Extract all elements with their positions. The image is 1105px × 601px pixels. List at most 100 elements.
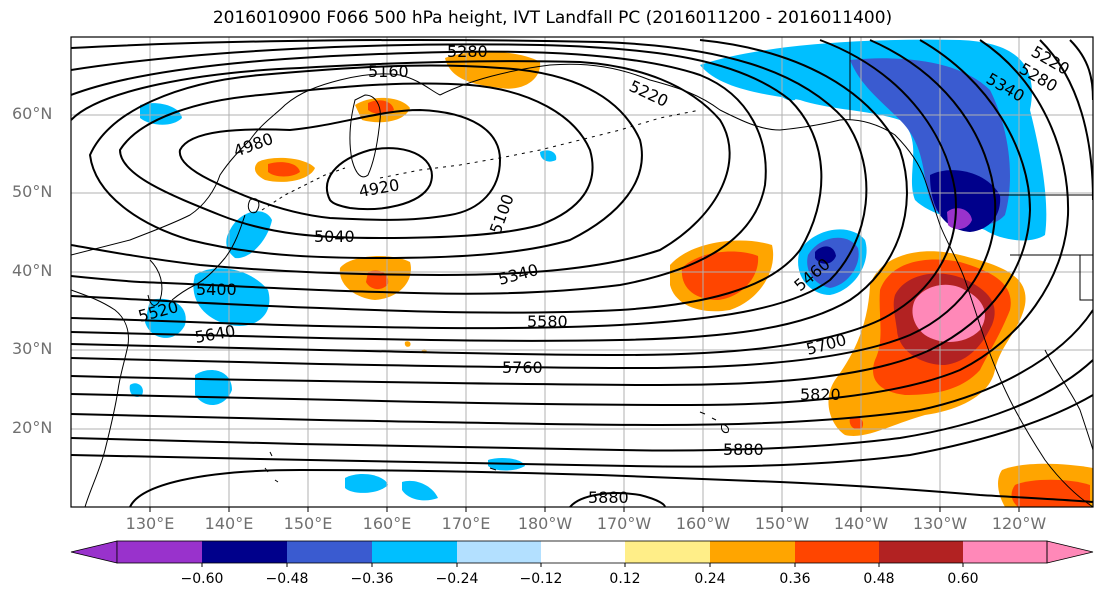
colorbar-tick-label: −0.48 (265, 571, 309, 587)
ivt-blob-north-2 (540, 150, 557, 162)
ivt-negative-shading (129, 39, 1047, 501)
coast-kamchatka (349, 94, 381, 178)
contour-5880-west (129, 468, 1093, 507)
colorbar-tick-label: 0.60 (947, 571, 979, 587)
ivt-blob-japan-1 (226, 211, 272, 259)
contour-label: 5820 (800, 385, 841, 404)
colorbar-extend-high (1046, 540, 1094, 564)
ivt-blob-160w-inner (681, 251, 759, 300)
colorbar-bin (879, 541, 963, 563)
lon-label: 130°W (912, 514, 968, 533)
contour-labels: 5280 5160 5220 5280 5340 5220 4980 4920 … (136, 42, 1073, 507)
lon-label: 180°W (517, 514, 573, 533)
contour-5700 (71, 39, 1093, 427)
ivt-blob-se-inner (1011, 479, 1090, 507)
ivt-blob-gulf-alaska-min (947, 208, 972, 230)
contour-5400 (71, 39, 908, 342)
contour-4920 (325, 147, 433, 211)
ivt-blob-130w-coast (779, 86, 797, 101)
contour-4980 (178, 108, 502, 221)
ivt-blob-small-1 (404, 341, 411, 347)
coast-na-west (924, 179, 1093, 507)
contour-5340 (71, 39, 868, 330)
colorbar-tick-label: −0.36 (350, 571, 394, 587)
lat-label: 30°N (12, 339, 53, 358)
plot-area: 5280 5160 5220 5280 5340 5220 4980 4920 … (71, 37, 1093, 507)
contour-5280 (71, 43, 823, 314)
lon-label: 160°W (675, 514, 731, 533)
contour-5040 (118, 82, 594, 240)
contour-5220 (71, 50, 767, 295)
contour-label: 5880 (588, 488, 629, 507)
contour-5880-south (569, 492, 666, 507)
colorbar-tick-label: 0.48 (863, 571, 895, 587)
contour-5580 (71, 39, 1032, 387)
ivt-blob-140w-core (815, 246, 836, 264)
lat-label: 50°N (12, 182, 53, 201)
colorbar-tick-label: 0.24 (694, 571, 726, 587)
contour-5820 (71, 394, 1093, 468)
map-title: 2016010900 F066 500 hPa height, IVT Land… (212, 8, 893, 28)
colorbar-frame (116, 540, 1048, 564)
contour-5460 (71, 39, 957, 357)
colorbar-bin (457, 541, 541, 563)
contour-label: 5400 (196, 280, 237, 299)
coast-asia (71, 73, 441, 256)
lon-label: 140°E (204, 514, 254, 533)
colorbar-tick-label: −0.24 (435, 571, 479, 587)
ivt-blob-ne-pacific-spot (849, 416, 864, 430)
colorbar-bin (372, 541, 457, 563)
coast-alaska (439, 63, 926, 181)
lon-label: 120°W (991, 514, 1047, 533)
colorbar-bin (202, 541, 287, 563)
ivt-blob-japan-3 (145, 298, 186, 338)
coast-mexico (1044, 349, 1093, 451)
contour-5160 (71, 60, 731, 277)
colorbar-bin (710, 541, 795, 563)
colorbar-tick-label: 0.12 (609, 571, 641, 587)
contour-5520 (71, 39, 997, 370)
colorbar-bin (117, 541, 202, 563)
contour-label: 5280 (447, 42, 488, 61)
lon-label: 170°E (441, 514, 491, 533)
ivt-blob-japan-2 (193, 268, 270, 326)
lat-label: 60°N (12, 104, 53, 123)
coast-aleutians (379, 109, 701, 179)
contour-5100 (88, 64, 643, 260)
colorbar-bin (287, 541, 372, 563)
lon-label: 150°W (754, 514, 810, 533)
border-ca-us (1000, 194, 1093, 301)
lat-label: 20°N (12, 418, 53, 437)
lon-label: 170°W (596, 514, 652, 533)
contour-5640 (71, 39, 1070, 407)
contour-label: 5760 (502, 358, 543, 377)
colorbar (70, 540, 1094, 567)
colorbar-extend-low (70, 540, 118, 564)
ivt-blob-okhotsk-inner (268, 162, 300, 177)
contour-label: 5580 (527, 312, 568, 331)
colorbar-bin (795, 541, 879, 563)
colorbar-bin (963, 541, 1047, 563)
height-contours (71, 39, 1093, 507)
map-frame (70, 36, 1094, 508)
coast-hawaii (699, 411, 729, 433)
lon-ticks (149, 507, 1020, 512)
lon-label: 150°E (283, 514, 333, 533)
ivt-positive-shading (254, 51, 1093, 507)
colorbar-tick-label: −0.60 (180, 571, 224, 587)
colorbar-tick-label: −0.12 (519, 571, 563, 587)
contour-label: 5880 (723, 440, 764, 459)
colorbar-tick-label: 0.36 (779, 571, 811, 587)
contour-label: 5160 (368, 62, 409, 81)
colorbar-bin (625, 541, 710, 563)
coast-japan (171, 214, 246, 301)
ivt-blob-south-1 (345, 474, 388, 493)
contour-label: 5040 (314, 227, 355, 246)
lon-label: 140°W (833, 514, 889, 533)
lon-label: 130°E (125, 514, 175, 533)
colorbar-bin (541, 541, 625, 563)
lon-label: 160°E (362, 514, 412, 533)
ivt-blob-japan-5 (129, 383, 143, 397)
lat-label: 40°N (12, 261, 53, 280)
